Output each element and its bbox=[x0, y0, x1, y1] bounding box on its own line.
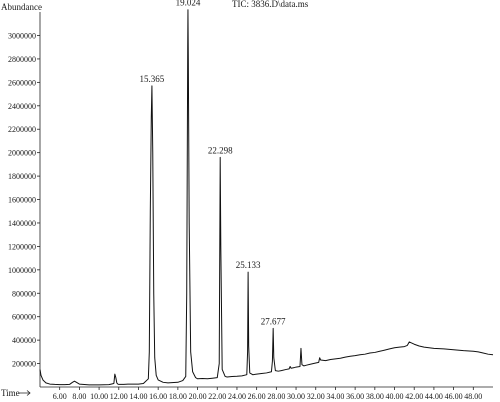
x-tick-label: 42.00 bbox=[405, 392, 423, 401]
y-tick-label: 3000000 bbox=[8, 32, 36, 41]
x-tick-label: 20.00 bbox=[189, 392, 207, 401]
peak-label: 19.024 bbox=[176, 0, 201, 8]
x-tick-label: 10.00 bbox=[90, 392, 108, 401]
y-axis-label: Abundance bbox=[1, 2, 42, 12]
x-tick-label: 16.00 bbox=[149, 392, 167, 401]
chart-title: TIC: 3836.D\data.ms bbox=[232, 0, 309, 9]
y-tick-label: 1400000 bbox=[8, 219, 36, 228]
x-tick-label: 38.00 bbox=[366, 392, 384, 401]
tic-trace-line bbox=[39, 9, 494, 386]
x-tick-label: 26.00 bbox=[248, 392, 266, 401]
x-tick-label: 28.00 bbox=[267, 392, 285, 401]
y-tick-label: 2800000 bbox=[8, 55, 36, 64]
y-tick-label: 2000000 bbox=[8, 149, 36, 158]
x-tick-label: 24.00 bbox=[228, 392, 246, 401]
y-tick-label: 800000 bbox=[12, 289, 36, 298]
y-tick-label: 2400000 bbox=[8, 102, 36, 111]
x-tick-label: 46.00 bbox=[445, 392, 463, 401]
y-tick-label: 1000000 bbox=[8, 266, 36, 275]
x-tick-label: 6.00 bbox=[53, 392, 67, 401]
x-axis-arrow bbox=[19, 390, 31, 396]
peak-label: 27.677 bbox=[261, 316, 286, 326]
x-tick-label: 22.00 bbox=[208, 392, 226, 401]
peak-label: 25.133 bbox=[236, 260, 261, 270]
y-tick-label: 200000 bbox=[12, 360, 36, 369]
x-tick-label: 36.00 bbox=[346, 392, 364, 401]
peak-label: 22.298 bbox=[208, 145, 233, 155]
x-tick-label: 18.00 bbox=[169, 392, 187, 401]
y-tick-label: 1200000 bbox=[8, 242, 36, 251]
y-tick-label: 400000 bbox=[12, 336, 36, 345]
x-tick-label: 8.00 bbox=[72, 392, 86, 401]
peak-label: 15.365 bbox=[140, 74, 165, 84]
y-tick-label: 2600000 bbox=[8, 78, 36, 87]
x-tick-label: 34.00 bbox=[326, 392, 344, 401]
y-tick-label: 1800000 bbox=[8, 172, 36, 181]
x-tick-label: 44.00 bbox=[425, 392, 443, 401]
x-tick-label: 32.00 bbox=[307, 392, 325, 401]
x-tick-label: 40.00 bbox=[386, 392, 404, 401]
x-tick-label: 30.00 bbox=[287, 392, 305, 401]
y-tick-label: 1600000 bbox=[8, 196, 36, 205]
x-tick-label: 48.00 bbox=[464, 392, 482, 401]
x-tick-label: 12.00 bbox=[110, 392, 128, 401]
x-tick-label: 14.00 bbox=[129, 392, 147, 401]
y-tick-label: 600000 bbox=[12, 313, 36, 322]
y-tick-label: 2200000 bbox=[8, 125, 36, 134]
x-axis-label: Time bbox=[1, 388, 20, 398]
